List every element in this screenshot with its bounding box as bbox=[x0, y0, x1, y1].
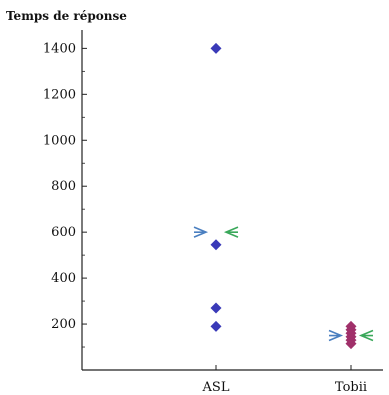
y-tick-label: 1000 bbox=[43, 133, 76, 148]
y-ticks: 200 400 600 800 1000 1200 1400 bbox=[43, 41, 87, 348]
data-point bbox=[210, 42, 222, 54]
y-axis-title: Temps de réponse bbox=[6, 9, 127, 23]
median-arrow-left bbox=[328, 329, 344, 342]
x-tick-label-tobii: Tobii bbox=[335, 380, 367, 395]
x-tick-label-asl: ASL bbox=[202, 380, 230, 395]
data-point bbox=[345, 338, 357, 350]
median-arrow-right bbox=[223, 226, 239, 238]
x-ticks: ASL Tobii bbox=[202, 365, 367, 395]
median-arrow-left bbox=[193, 226, 209, 238]
median-marker bbox=[193, 226, 239, 238]
median-marker bbox=[328, 329, 374, 342]
median-arrow-right bbox=[358, 329, 374, 342]
data-point bbox=[210, 302, 222, 314]
data-point bbox=[210, 239, 222, 251]
data-marks bbox=[193, 42, 374, 350]
y-tick-label: 1200 bbox=[43, 87, 76, 102]
y-tick-label: 800 bbox=[51, 179, 76, 194]
y-tick-label: 600 bbox=[51, 225, 76, 240]
y-tick-label: 200 bbox=[51, 317, 76, 332]
data-point bbox=[210, 320, 222, 332]
y-tick-label: 1400 bbox=[43, 41, 76, 56]
y-tick-label: 400 bbox=[51, 271, 76, 286]
